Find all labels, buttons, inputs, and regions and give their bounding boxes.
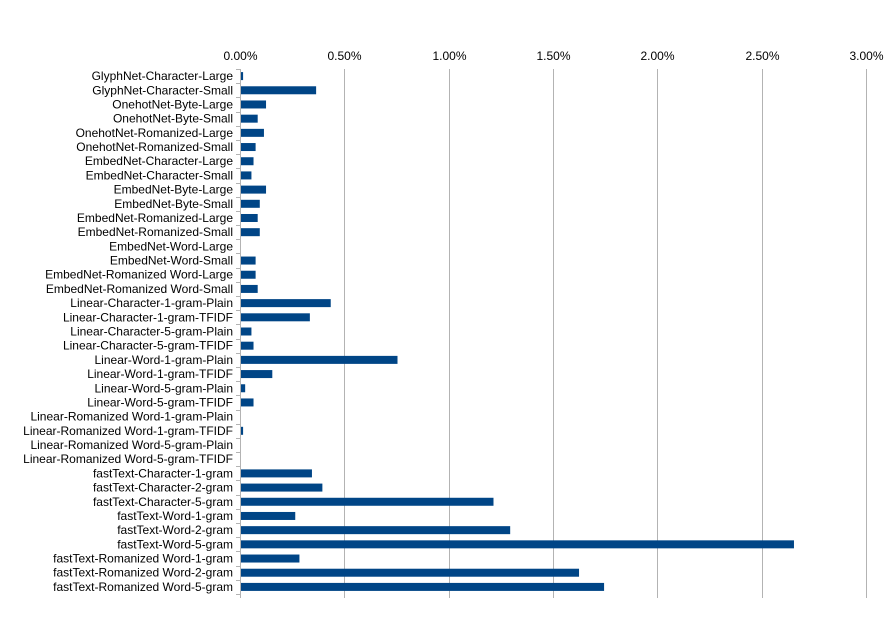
bar <box>241 157 254 166</box>
category-label: fastText-Romanized Word-1-gram <box>53 552 233 566</box>
category-label: fastText-Romanized Word-5-gram <box>53 580 233 594</box>
category-label: EmbedNet-Romanized Word-Large <box>45 268 233 282</box>
x-tick-label: 2.00% <box>640 49 674 63</box>
bar <box>241 270 256 279</box>
category-label: EmbedNet-Romanized Word-Small <box>46 282 233 296</box>
category-label: EmbedNet-Romanized-Large <box>77 211 233 225</box>
category-label: fastText-Character-1-gram <box>93 466 233 480</box>
bar <box>241 284 258 293</box>
bar <box>241 469 312 478</box>
category-label: fastText-Word-5-gram <box>117 537 233 551</box>
bar <box>241 341 254 350</box>
category-label: fastText-Character-5-gram <box>93 495 233 509</box>
bar <box>241 171 252 180</box>
category-label: GlyphNet-Character-Small <box>92 83 233 97</box>
category-label: Linear-Character-5-gram-TFIDF <box>63 339 233 353</box>
bar <box>241 540 794 549</box>
bar <box>241 100 267 109</box>
category-label: EmbedNet-Word-Small <box>110 254 233 268</box>
category-label: EmbedNet-Byte-Small <box>114 197 233 211</box>
bar <box>241 228 260 237</box>
x-tick-label: 1.00% <box>432 49 466 63</box>
bar <box>241 185 267 194</box>
category-label: Linear-Word-1-gram-TFIDF <box>87 367 233 381</box>
category-label: OnehotNet-Byte-Small <box>113 112 233 126</box>
category-label: Linear-Word-5-gram-TFIDF <box>87 395 233 409</box>
bar <box>241 355 398 364</box>
axes <box>236 69 241 595</box>
bar <box>241 143 256 152</box>
bar <box>241 313 310 322</box>
bar <box>241 370 273 379</box>
bar <box>241 86 317 95</box>
bar <box>241 384 246 393</box>
category-label: Linear-Character-1-gram-Plain <box>70 296 233 310</box>
bars <box>241 72 794 591</box>
category-label: EmbedNet-Romanized-Small <box>78 225 233 239</box>
bar <box>241 497 494 506</box>
bar <box>241 526 511 535</box>
category-label: EmbedNet-Byte-Large <box>114 183 234 197</box>
category-label: fastText-Romanized Word-2-gram <box>53 566 233 580</box>
category-label: GlyphNet-Character-Large <box>92 69 234 83</box>
category-label: Linear-Word-1-gram-Plain <box>95 353 234 367</box>
bar <box>241 114 258 123</box>
bar <box>241 426 244 435</box>
bar <box>241 327 252 336</box>
bar <box>241 568 580 577</box>
x-axis-tick-labels: 0.00% 0.50% 1.00% 1.50% 2.00% 2.50% 3.00% <box>223 49 883 63</box>
category-label: fastText-Word-1-gram <box>117 509 233 523</box>
bar <box>241 299 331 308</box>
bar <box>241 398 254 407</box>
x-tick-label: 0.50% <box>327 49 361 63</box>
category-label: Linear-Romanized Word-1-gram-Plain <box>30 410 233 424</box>
x-tick-label: 2.50% <box>745 49 779 63</box>
bar <box>241 72 244 81</box>
category-label: Linear-Character-1-gram-TFIDF <box>63 310 233 324</box>
category-label: Linear-Character-5-gram-Plain <box>70 325 233 339</box>
bar <box>241 199 260 208</box>
bar <box>241 213 258 222</box>
x-tick-label: 1.50% <box>536 49 570 63</box>
grid-lines <box>240 69 867 598</box>
category-label: Linear-Romanized Word-5-gram-TFIDF <box>23 452 233 466</box>
bar <box>241 554 300 563</box>
category-label: Linear-Romanized Word-5-gram-Plain <box>30 438 233 452</box>
bar <box>241 511 296 520</box>
category-labels: GlyphNet-Character-LargeGlyphNet-Charact… <box>23 69 233 594</box>
bar <box>241 483 323 492</box>
category-label: OnehotNet-Romanized-Small <box>76 140 233 154</box>
category-label: fastText-Character-2-gram <box>93 481 233 495</box>
category-label: EmbedNet-Character-Small <box>86 168 233 182</box>
bar <box>241 128 264 137</box>
category-label: Linear-Romanized Word-1-gram-TFIDF <box>23 424 233 438</box>
bar <box>241 256 256 265</box>
category-label: EmbedNet-Character-Large <box>85 154 233 168</box>
category-label: Linear-Word-5-gram-Plain <box>95 381 234 395</box>
category-label: EmbedNet-Word-Large <box>109 239 233 253</box>
bar <box>241 582 605 591</box>
category-label: OnehotNet-Romanized-Large <box>76 126 234 140</box>
category-label: fastText-Word-2-gram <box>117 523 233 537</box>
x-tick-label: 3.00% <box>849 49 883 63</box>
category-label: OnehotNet-Byte-Large <box>112 97 233 111</box>
x-tick-label: 0.00% <box>223 49 257 63</box>
